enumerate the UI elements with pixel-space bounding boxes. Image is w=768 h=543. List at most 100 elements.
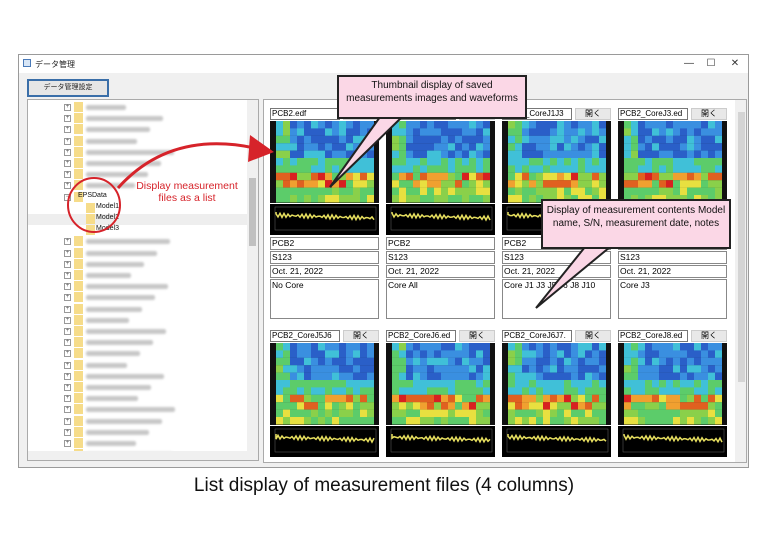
filename-field[interactable]: PCB2.edf	[270, 108, 340, 120]
model-name-field[interactable]: PCB2	[386, 237, 495, 250]
tree-item[interactable]: +	[28, 270, 248, 281]
waveform-thumbnail[interactable]	[502, 426, 611, 457]
notes-field[interactable]: Core All	[386, 279, 495, 319]
tree-item[interactable]: +	[28, 404, 248, 415]
expand-icon[interactable]: +	[64, 406, 71, 414]
open-button[interactable]: 開く	[691, 330, 727, 342]
maximize-button[interactable]: ☐	[706, 58, 716, 69]
heatmap-thumbnail[interactable]	[618, 121, 727, 203]
grid-scrollbar[interactable]	[735, 100, 746, 462]
heatmap-thumbnail[interactable]	[386, 343, 495, 425]
tree-item[interactable]: +	[28, 124, 248, 135]
heatmap-thumbnail[interactable]	[270, 343, 379, 425]
waveform-thumbnail[interactable]	[618, 426, 727, 457]
serial-number-field[interactable]: S123	[618, 251, 727, 264]
measurement-date-field[interactable]: Oct. 21, 2022	[618, 265, 727, 278]
expand-icon[interactable]: +	[64, 283, 71, 291]
expand-icon[interactable]: +	[64, 260, 71, 268]
expand-icon[interactable]: +	[64, 115, 71, 123]
tree-item[interactable]: +	[28, 158, 248, 169]
open-button[interactable]: 開く	[575, 330, 611, 342]
waveform-thumbnail[interactable]	[270, 426, 379, 457]
expand-icon[interactable]: +	[64, 339, 71, 347]
tree-item[interactable]: +	[28, 359, 248, 371]
expand-icon[interactable]: +	[64, 249, 71, 257]
tree-scrollbar[interactable]	[247, 100, 258, 460]
waveform-thumbnail[interactable]	[386, 426, 495, 457]
expand-icon[interactable]: +	[64, 171, 71, 179]
open-button[interactable]: 開く	[459, 330, 495, 342]
filename-field[interactable]: PCB2_CoreJ5J6	[270, 330, 340, 342]
tree-item[interactable]: +	[28, 247, 248, 259]
filename-field[interactable]: PCB2_CoreJ8.ed	[618, 330, 688, 342]
tree-item-model[interactable]: Model2	[28, 214, 248, 225]
expand-icon[interactable]: +	[64, 305, 71, 313]
waveform-thumbnail[interactable]	[270, 204, 379, 235]
minimize-button[interactable]: —	[684, 58, 694, 69]
heatmap-thumbnail[interactable]	[618, 343, 727, 425]
tree-item[interactable]: +	[28, 180, 248, 191]
expand-icon[interactable]: +	[64, 328, 71, 335]
expand-icon[interactable]: +	[64, 137, 71, 145]
open-button[interactable]: 開く	[575, 108, 611, 120]
notes-field[interactable]: No Core	[270, 279, 379, 319]
expand-icon[interactable]: +	[64, 182, 71, 190]
serial-number-field[interactable]: S123	[386, 251, 495, 264]
expand-icon[interactable]: +	[64, 350, 71, 358]
tree-item[interactable]: +	[28, 113, 248, 124]
tree-item[interactable]: +	[28, 236, 248, 247]
heatmap-thumbnail[interactable]	[270, 121, 379, 203]
model-name-field[interactable]: PCB2	[270, 237, 379, 250]
tree-item[interactable]: +	[28, 314, 248, 326]
tree-item[interactable]: +	[28, 303, 248, 315]
filename-field[interactable]: PCB2_CoreJ6.ed	[386, 330, 456, 342]
tree-item[interactable]: +	[28, 169, 248, 180]
tree-item[interactable]: +	[28, 258, 248, 270]
expand-icon[interactable]: +	[64, 440, 71, 447]
expand-icon[interactable]: +	[64, 384, 71, 391]
tree-item[interactable]: +	[28, 426, 248, 438]
measurement-date-field[interactable]: Oct. 21, 2022	[270, 265, 379, 278]
expand-icon[interactable]: +	[64, 272, 71, 279]
heatmap-thumbnail[interactable]	[386, 121, 495, 203]
expand-icon[interactable]: +	[64, 238, 71, 246]
tree-item[interactable]: +	[28, 135, 248, 147]
close-button[interactable]: ✕	[730, 58, 740, 69]
open-button[interactable]: 開く	[343, 330, 379, 342]
expand-icon[interactable]: +	[64, 126, 71, 134]
waveform-thumbnail[interactable]	[386, 204, 495, 235]
tree-item[interactable]: +	[28, 370, 248, 382]
tree-item[interactable]: +	[28, 281, 248, 292]
expand-icon[interactable]: +	[64, 372, 71, 380]
notes-field[interactable]: Core J3	[618, 279, 727, 319]
tree-horizontal-scrollbar[interactable]	[28, 451, 247, 460]
expand-icon[interactable]: +	[64, 148, 71, 156]
filename-field[interactable]: PCB2_CoreJ6J7.	[502, 330, 572, 342]
tree-item[interactable]: +	[28, 146, 248, 158]
expand-icon[interactable]: +	[64, 104, 71, 111]
tree-item[interactable]: +	[28, 337, 248, 348]
expand-icon[interactable]: +	[64, 395, 71, 403]
tree-item[interactable]: +	[28, 415, 248, 427]
tree-item[interactable]: +	[28, 292, 248, 303]
open-button[interactable]: 開く	[691, 108, 727, 120]
expand-icon[interactable]: +	[64, 160, 71, 167]
measurement-date-field[interactable]: Oct. 21, 2022	[386, 265, 495, 278]
tree-item[interactable]: +	[28, 382, 248, 393]
expand-icon[interactable]: +	[64, 417, 71, 425]
tree-item[interactable]: +	[28, 348, 248, 359]
serial-number-field[interactable]: S123	[270, 251, 379, 264]
tree-item[interactable]: +	[28, 326, 248, 337]
tree-item[interactable]: +	[28, 102, 248, 113]
tree-scrollbar-thumb[interactable]	[249, 178, 256, 246]
data-management-settings-button[interactable]: データ管理設定	[27, 79, 109, 97]
tree-item[interactable]: +	[28, 438, 248, 449]
tree-item[interactable]: +	[28, 393, 248, 404]
heatmap-thumbnail[interactable]	[502, 121, 611, 203]
grid-scrollbar-thumb[interactable]	[738, 112, 745, 382]
tree-item-model[interactable]: Model1	[28, 202, 248, 214]
expand-icon[interactable]: +	[64, 316, 71, 324]
expand-icon[interactable]: +	[64, 428, 71, 436]
expand-icon[interactable]: +	[64, 361, 71, 369]
expand-icon[interactable]: +	[64, 294, 71, 302]
